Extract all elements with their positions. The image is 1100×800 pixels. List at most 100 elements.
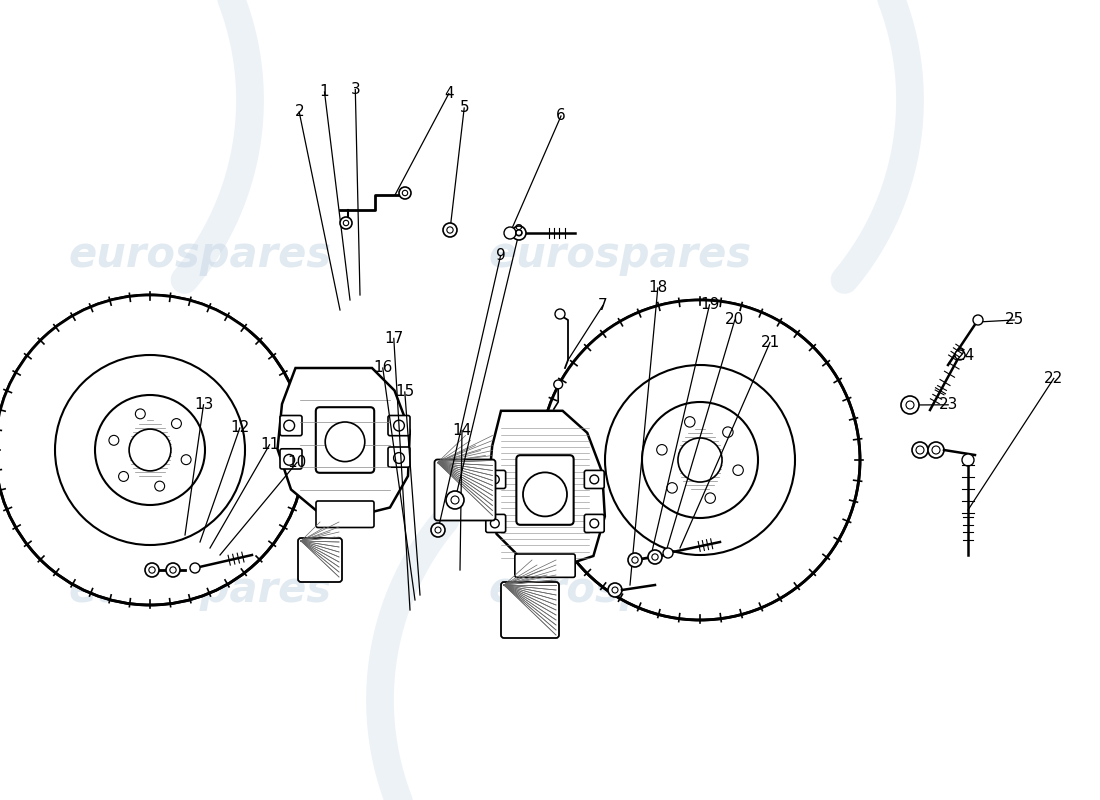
FancyBboxPatch shape (280, 449, 302, 469)
Circle shape (451, 496, 459, 504)
Circle shape (284, 454, 295, 465)
Circle shape (403, 190, 408, 196)
FancyBboxPatch shape (584, 470, 604, 489)
Circle shape (504, 227, 516, 239)
Circle shape (512, 226, 526, 240)
FancyBboxPatch shape (486, 470, 506, 489)
Circle shape (733, 465, 744, 475)
Circle shape (553, 380, 562, 389)
Circle shape (648, 550, 662, 564)
FancyBboxPatch shape (388, 415, 410, 436)
Circle shape (394, 420, 405, 431)
Circle shape (431, 523, 446, 537)
Text: 1: 1 (320, 85, 329, 99)
Circle shape (628, 553, 642, 567)
Text: 9: 9 (496, 249, 505, 263)
Circle shape (399, 187, 411, 199)
Circle shape (0, 295, 305, 605)
Circle shape (446, 491, 464, 509)
Circle shape (443, 223, 456, 237)
FancyBboxPatch shape (584, 514, 604, 533)
FancyBboxPatch shape (316, 501, 374, 527)
Text: 7: 7 (598, 298, 607, 313)
Circle shape (631, 557, 638, 563)
FancyBboxPatch shape (388, 447, 410, 467)
FancyBboxPatch shape (316, 407, 374, 473)
Circle shape (182, 454, 191, 465)
Text: 3: 3 (351, 82, 360, 97)
Text: 21: 21 (760, 335, 780, 350)
Text: 22: 22 (1044, 371, 1064, 386)
Circle shape (95, 395, 205, 505)
Circle shape (652, 554, 658, 560)
Circle shape (955, 350, 965, 360)
Circle shape (605, 365, 795, 555)
FancyBboxPatch shape (298, 538, 342, 582)
Circle shape (434, 527, 441, 533)
FancyBboxPatch shape (515, 554, 575, 578)
Wedge shape (0, 295, 250, 450)
Polygon shape (487, 411, 605, 567)
Circle shape (912, 442, 928, 458)
Text: 4: 4 (444, 86, 453, 101)
Circle shape (284, 420, 295, 431)
Text: 11: 11 (260, 438, 279, 452)
Circle shape (684, 417, 695, 427)
Text: 5: 5 (460, 101, 469, 115)
Text: 8: 8 (515, 225, 524, 239)
Text: eurospares: eurospares (488, 569, 751, 611)
Circle shape (916, 446, 924, 454)
Circle shape (145, 563, 160, 577)
Circle shape (705, 493, 715, 503)
FancyBboxPatch shape (280, 415, 302, 436)
Text: eurospares: eurospares (68, 569, 331, 611)
Circle shape (155, 481, 165, 491)
Circle shape (491, 475, 499, 484)
Text: 23: 23 (938, 398, 958, 412)
Circle shape (540, 300, 860, 620)
Text: 6: 6 (557, 109, 565, 123)
Circle shape (135, 409, 145, 419)
Text: 14: 14 (452, 423, 472, 438)
Circle shape (932, 446, 940, 454)
Circle shape (590, 519, 598, 528)
Circle shape (962, 454, 974, 466)
Text: 16: 16 (373, 361, 393, 375)
Text: 18: 18 (648, 281, 668, 295)
FancyBboxPatch shape (486, 514, 506, 533)
Circle shape (667, 482, 678, 493)
Circle shape (590, 475, 598, 484)
FancyBboxPatch shape (434, 459, 495, 521)
Text: 15: 15 (395, 385, 415, 399)
Circle shape (556, 309, 565, 319)
Circle shape (928, 442, 944, 458)
Circle shape (657, 445, 667, 455)
FancyBboxPatch shape (500, 582, 559, 638)
Text: 17: 17 (384, 331, 404, 346)
Polygon shape (277, 368, 410, 517)
Circle shape (516, 230, 522, 236)
Circle shape (148, 567, 155, 573)
Circle shape (55, 355, 245, 545)
Circle shape (974, 315, 983, 325)
Text: 2: 2 (295, 105, 304, 119)
Text: 24: 24 (956, 348, 976, 362)
Circle shape (663, 548, 673, 558)
Circle shape (166, 563, 180, 577)
Circle shape (129, 429, 170, 471)
Circle shape (119, 471, 129, 482)
Circle shape (326, 422, 365, 462)
Circle shape (723, 427, 733, 438)
Wedge shape (540, 300, 780, 488)
Circle shape (172, 418, 182, 429)
Circle shape (109, 435, 119, 446)
Text: eurospares: eurospares (488, 234, 751, 276)
Text: 13: 13 (194, 398, 213, 412)
Text: 10: 10 (287, 455, 307, 470)
Text: 25: 25 (1004, 313, 1024, 327)
Circle shape (906, 401, 914, 409)
Circle shape (522, 472, 566, 517)
Circle shape (642, 402, 758, 518)
Circle shape (901, 396, 918, 414)
Text: 12: 12 (230, 421, 250, 435)
